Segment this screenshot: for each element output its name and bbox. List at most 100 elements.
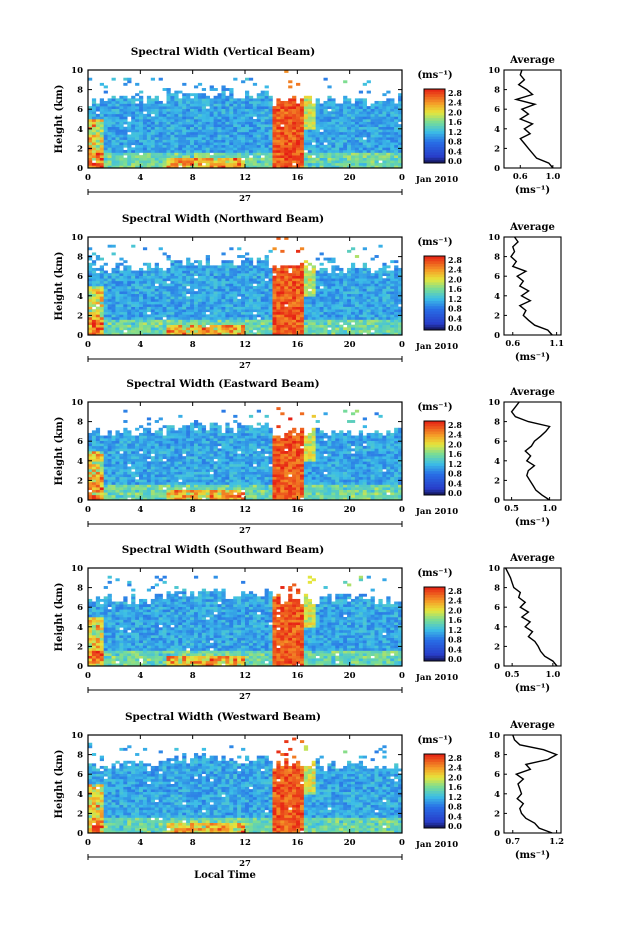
- heatmap-cell: [245, 260, 249, 263]
- heatmap-cell: [327, 119, 331, 122]
- heatmap-cell: [253, 160, 257, 163]
- heatmap-cell: [155, 158, 159, 161]
- heatmap-cell: [245, 145, 249, 148]
- y-tick-label: 8: [77, 253, 83, 263]
- heatmap-cell: [272, 299, 276, 302]
- heatmap-cell: [174, 304, 178, 307]
- heatmap-cell: [96, 307, 100, 310]
- heatmap-cell: [308, 271, 312, 274]
- heatmap-cell: [143, 309, 147, 312]
- heatmap-cell: [206, 127, 210, 130]
- heatmap-cell: [304, 124, 308, 127]
- heatmap-cell: [237, 281, 241, 284]
- heatmap-cell: [202, 294, 206, 297]
- heatmap-cell: [335, 109, 339, 112]
- heatmap-cell: [241, 291, 245, 294]
- heatmap-cell: [123, 83, 127, 86]
- heatmap-cell: [139, 485, 143, 488]
- heatmap-cell: [316, 101, 320, 104]
- heatmap-cell: [288, 153, 292, 156]
- heatmap-cell: [131, 114, 135, 117]
- heatmap-cell: [386, 314, 390, 317]
- heatmap-cell: [276, 281, 280, 284]
- heatmap-cell: [269, 116, 273, 119]
- heatmap-cell: [127, 495, 131, 498]
- heatmap-cell: [269, 294, 273, 297]
- heatmap-cell: [202, 271, 206, 274]
- heatmap-cell: [382, 104, 386, 107]
- heatmap-cell: [347, 301, 351, 304]
- heatmap-cell: [359, 330, 363, 333]
- heatmap-cell: [386, 304, 390, 307]
- heatmap-cell: [108, 137, 112, 140]
- heatmap-cell: [355, 299, 359, 302]
- heatmap-cell: [159, 327, 163, 330]
- heatmap-cell: [147, 147, 151, 150]
- heatmap-cell: [100, 114, 104, 117]
- heatmap-cell: [386, 91, 390, 94]
- heatmap-cell: [127, 294, 131, 297]
- heatmap-cell: [147, 127, 151, 130]
- heatmap-cell: [170, 140, 174, 143]
- heatmap-cell: [112, 436, 116, 439]
- heatmap-cell: [127, 325, 131, 328]
- heatmap-cell: [210, 291, 214, 294]
- heatmap-cell: [304, 142, 308, 145]
- heatmap-cell: [312, 140, 316, 143]
- heatmap-cell: [288, 265, 292, 268]
- heatmap-cell: [178, 325, 182, 328]
- heatmap-cell: [245, 286, 249, 289]
- heatmap-cell: [300, 294, 304, 297]
- heatmap-cell: [194, 119, 198, 122]
- heatmap-cell: [375, 291, 379, 294]
- heatmap-cell: [335, 307, 339, 310]
- heatmap-cell: [269, 286, 273, 289]
- heatmap-cell: [115, 482, 119, 485]
- heatmap-cell: [292, 153, 296, 156]
- heatmap-cell: [331, 291, 335, 294]
- heatmap-cell: [280, 299, 284, 302]
- heatmap-cell: [155, 289, 159, 292]
- heatmap-cell: [382, 124, 386, 127]
- heatmap-cell: [206, 271, 210, 274]
- heatmap-cell: [178, 317, 182, 320]
- heatmap-cell: [308, 312, 312, 315]
- heatmap-cell: [202, 301, 206, 304]
- heatmap-cell: [339, 116, 343, 119]
- heatmap-cell: [351, 106, 355, 109]
- heatmap-cell: [241, 299, 245, 302]
- heatmap-cell: [343, 96, 347, 99]
- heatmap-cell: [194, 309, 198, 312]
- heatmap-cell: [386, 160, 390, 163]
- heatmap-cell: [182, 286, 186, 289]
- heatmap-cell: [135, 98, 139, 101]
- heatmap-cell: [394, 291, 398, 294]
- heatmap-cell: [257, 271, 261, 274]
- heatmap-cell: [261, 289, 265, 292]
- heatmap-cell: [284, 129, 288, 132]
- heatmap-cell: [245, 91, 249, 94]
- heatmap-cell: [104, 129, 108, 132]
- heatmap-cell: [269, 327, 273, 330]
- heatmap-cell: [327, 132, 331, 135]
- heatmap-cell: [131, 325, 135, 328]
- heatmap-cell: [206, 291, 210, 294]
- heatmap-cell: [214, 101, 218, 104]
- heatmap-cell: [155, 296, 159, 299]
- heatmap-cell: [135, 294, 139, 297]
- heatmap-cell: [375, 281, 379, 284]
- heatmap-cell: [163, 111, 167, 114]
- heatmap-cell: [312, 278, 316, 281]
- heatmap-cell: [296, 250, 300, 253]
- heatmap-cell: [229, 127, 233, 130]
- heatmap-cell: [147, 327, 151, 330]
- heatmap-cell: [108, 307, 112, 310]
- heatmap-cell: [394, 163, 398, 166]
- heatmap-cell: [269, 114, 273, 117]
- heatmap-cell: [245, 296, 249, 299]
- heatmap-cell: [151, 78, 155, 81]
- heatmap-cell: [119, 490, 123, 493]
- heatmap-cell: [127, 283, 131, 286]
- heatmap-cell: [182, 129, 186, 132]
- heatmap-cell: [386, 312, 390, 315]
